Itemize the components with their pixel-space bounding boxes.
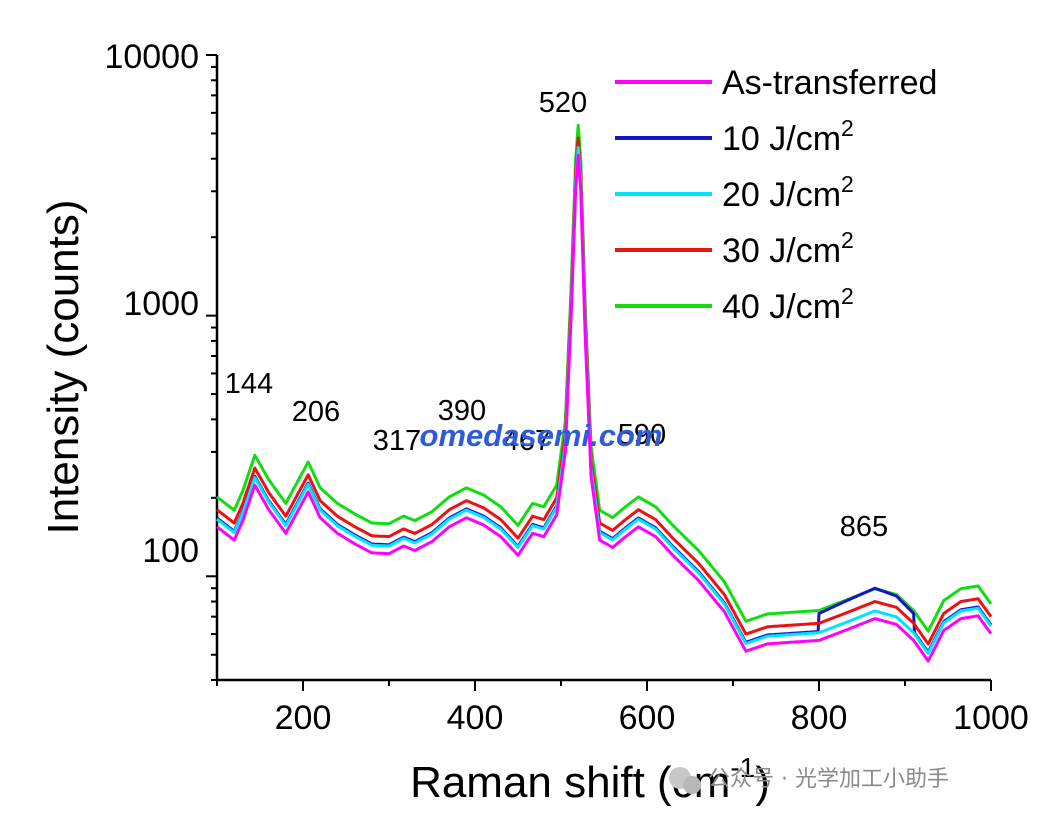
legend-entry: 40 J/cm2 [615,283,854,326]
y-tick-label: 10000 [104,38,199,76]
legend-entry: 20 J/cm2 [615,171,854,214]
x-tick-label: 200 [275,699,332,737]
axis-ticks [206,54,992,691]
legend-entry: 10 J/cm2 [615,115,854,158]
wechat-icon [669,767,701,794]
x-tick-labels: 200 400 600 800 1000 [275,699,1029,737]
legend-label: 20 J/cm2 [722,171,854,214]
series-layer [216,123,993,663]
peak-label-467: 467 [503,425,551,457]
footer-text: 公众号 · 光学加工小助手 [708,767,949,792]
y-axis-title: Intensity (counts) [39,199,88,534]
series-line-2 [216,146,993,655]
series-line-3 [216,136,993,646]
series-line-0 [216,153,993,663]
peak-label-317: 317 [373,425,421,457]
footer-attribution: 公众号 · 光学加工小助手 [669,767,949,794]
x-tick-label: 1000 [953,699,1029,737]
x-tick-label: 600 [619,699,676,737]
legend-entry: 30 J/cm2 [615,227,854,270]
peak-label-520: 520 [539,87,587,119]
watermark-text: omedasemi.com [420,418,663,453]
peak-label-206: 206 [292,396,340,428]
y-tick-labels: 100 1000 10000 [104,38,199,570]
legend-label: 30 J/cm2 [722,227,854,270]
x-tick-label: 800 [791,699,848,737]
legend-label: 10 J/cm2 [722,115,854,158]
peak-label-865: 865 [840,511,888,543]
legend-label: As-transferred [722,64,937,102]
peak-label-390: 390 [438,395,486,427]
x-tick-label: 400 [447,699,504,737]
y-tick-label: 100 [142,532,199,570]
peak-label-144: 144 [225,368,273,400]
legend: As-transferred 10 J/cm2 20 J/cm2 30 J/cm… [615,64,937,326]
peak-labels: 144 206 317 390 467 520 590 865 [225,87,888,543]
peak-label-590: 590 [618,419,666,451]
legend-label: 40 J/cm2 [722,283,854,326]
legend-entry: As-transferred [615,64,937,102]
y-tick-label: 1000 [123,285,199,323]
